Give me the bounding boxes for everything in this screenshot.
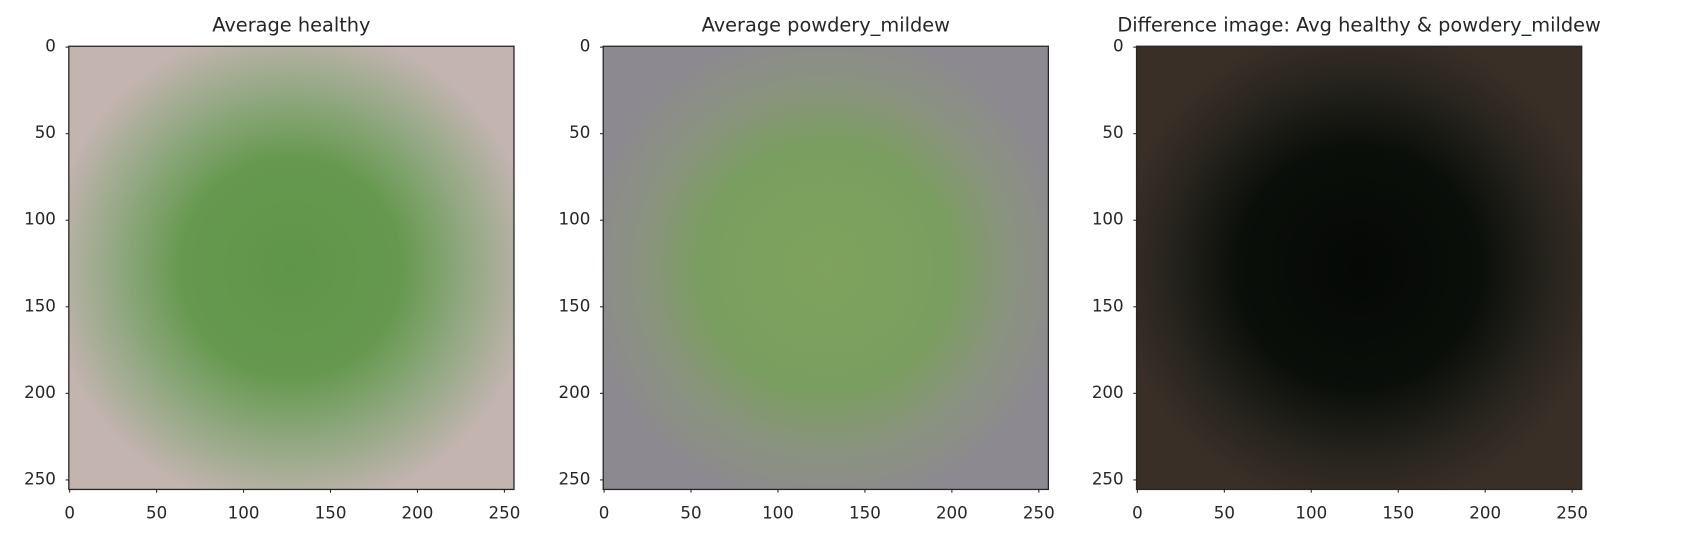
axes-frame <box>68 45 515 491</box>
x-tick-label: 150 <box>315 504 347 523</box>
y-tick-label: 200 <box>559 383 591 402</box>
x-tick-label: 250 <box>489 504 521 523</box>
x-tick-label: 100 <box>1295 504 1327 523</box>
x-tick-label: 100 <box>228 504 260 523</box>
y-tick-label: 100 <box>559 210 591 229</box>
x-tick-label: 50 <box>1214 504 1235 523</box>
y-tick-label: 100 <box>1092 210 1124 229</box>
y-tick-label: 100 <box>24 210 56 229</box>
x-tick-label: 200 <box>1469 504 1501 523</box>
x-tick-label: 200 <box>936 504 968 523</box>
subplot-title: Average healthy <box>212 13 370 36</box>
y-tick-label: 50 <box>569 123 590 142</box>
y-tick-label: 0 <box>45 37 56 56</box>
x-tick-label: 150 <box>1382 504 1414 523</box>
image <box>603 46 1049 490</box>
y-tick-label: 150 <box>1092 296 1124 315</box>
y-tick-label: 200 <box>24 383 56 402</box>
x-tick-label: 50 <box>146 504 167 523</box>
y-tick-label: 250 <box>24 469 56 488</box>
y-tick-label: 0 <box>1113 37 1124 56</box>
x-tick-label: 250 <box>1023 504 1055 523</box>
subplot-title: Average powdery_mildew <box>702 13 950 36</box>
axes-frame <box>1135 45 1583 491</box>
axes-frame <box>602 45 1050 491</box>
x-tick-label: 200 <box>402 504 434 523</box>
y-tick-label: 250 <box>1092 469 1124 488</box>
y-tick-label: 150 <box>559 296 591 315</box>
y-tick-label: 50 <box>35 123 56 142</box>
x-tick-label: 150 <box>849 504 881 523</box>
x-tick-label: 0 <box>1132 504 1143 523</box>
y-tick-label: 50 <box>1102 123 1123 142</box>
y-tick-label: 0 <box>580 37 591 56</box>
x-tick-label: 0 <box>64 504 75 523</box>
image <box>68 46 514 490</box>
y-tick-label: 200 <box>1092 383 1124 402</box>
x-tick-label: 50 <box>680 504 701 523</box>
y-tick-label: 250 <box>559 469 591 488</box>
image <box>1136 46 1582 490</box>
y-tick-label: 150 <box>24 296 56 315</box>
subplot-title: Difference image: Avg healthy & powdery_… <box>1117 13 1601 36</box>
x-tick-label: 0 <box>599 504 610 523</box>
x-tick-label: 250 <box>1556 504 1588 523</box>
x-tick-label: 100 <box>762 504 794 523</box>
